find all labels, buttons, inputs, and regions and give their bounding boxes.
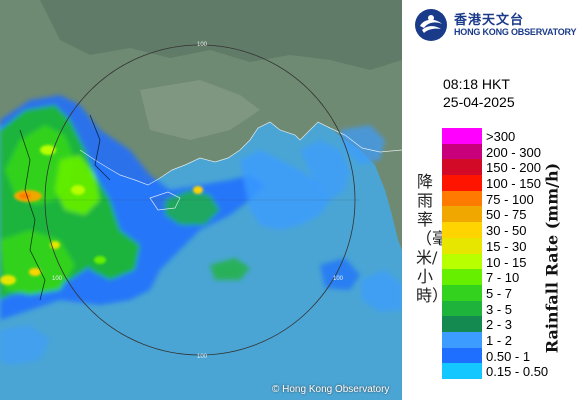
legend-title-cn: 降雨率（毫米/小時） — [416, 172, 449, 305]
admin-boundary — [19, 114, 111, 301]
hko-emblem-icon — [415, 9, 447, 41]
logo-name-cn: 香港天文台 — [454, 13, 525, 28]
legend-row: 0.15 - 0.50 — [442, 363, 577, 379]
legend-label: 50 - 75 — [486, 207, 527, 223]
legend-row: 1 - 2 — [442, 331, 577, 348]
legend-row: 10 - 15 — [442, 253, 577, 270]
legend-row: 3 - 5 — [442, 300, 577, 317]
legend-label: 5 - 7 — [486, 285, 513, 301]
legend-row: 5 - 7 — [442, 284, 577, 301]
range-label-north: 100 — [197, 42, 208, 48]
legend-label: 0.15 - 0.50 — [486, 364, 549, 380]
range-label-east: 100 — [333, 276, 344, 282]
legend-row: 30 - 50 — [442, 222, 577, 238]
legend-swatch — [442, 269, 482, 285]
range-label-south: 100 — [197, 354, 208, 360]
coastline — [79, 121, 402, 211]
info-panel: 香港天文台 HONG KONG OBSERVATORY 08:18 HKT 25… — [402, 0, 577, 400]
land-shade — [40, 0, 402, 70]
legend-swatch — [442, 300, 482, 317]
legend-row: 50 - 75 — [442, 206, 577, 222]
timestamp-time: 08:18 HKT — [443, 76, 510, 92]
copyright-notice: © Hong Kong Observatory — [272, 384, 390, 395]
legend-swatch — [442, 316, 482, 332]
legend-row: 150 - 200 — [442, 159, 577, 175]
legend-label: 10 - 15 — [486, 254, 527, 270]
legend-row: 100 - 150 — [442, 175, 577, 191]
land-eastern — [330, 128, 402, 250]
legend-swatch — [442, 159, 482, 176]
legend-swatch — [442, 190, 482, 207]
legend-swatch — [442, 363, 482, 379]
legend-swatch — [442, 331, 482, 348]
legend-row: 200 - 300 — [442, 143, 577, 160]
legend-row: 0.50 - 1 — [442, 347, 577, 364]
legend-swatch — [442, 206, 482, 223]
legend-swatch — [442, 284, 482, 301]
legend-swatch — [442, 253, 482, 270]
rainfall-legend: >300 200 - 300 150 - 200 100 - 150 75 - 100 5… — [442, 128, 577, 379]
observatory-logo: 香港天文台 HONG KONG OBSERVATORY — [414, 8, 577, 42]
legend-row: 15 - 30 — [442, 237, 577, 254]
logo-name-en: HONG KONG OBSERVATORY — [454, 27, 577, 37]
legend-swatch — [442, 347, 482, 364]
legend-row: >300 — [442, 128, 577, 144]
land-highlight — [140, 80, 260, 140]
legend-label: 1 - 2 — [486, 332, 513, 348]
legend-row: 7 - 10 — [442, 269, 577, 285]
legend-label: 0.50 - 1 — [486, 348, 531, 364]
legend-label: 15 - 30 — [486, 238, 527, 254]
legend-swatch — [442, 237, 482, 254]
legend-swatch — [442, 175, 482, 191]
legend-row: 2 - 3 — [442, 316, 577, 332]
legend-label: 3 - 5 — [486, 301, 513, 317]
legend-label: 2 - 3 — [486, 317, 513, 333]
legend-label: 100 - 150 — [486, 176, 541, 192]
legend-label: 200 - 300 — [486, 144, 541, 160]
legend-swatch — [442, 143, 482, 160]
legend-row: 75 - 100 — [442, 190, 577, 207]
range-rings — [44, 44, 356, 356]
legend-swatch — [442, 222, 482, 238]
legend-label: 7 - 10 — [486, 270, 520, 286]
rain-echoes — [0, 95, 402, 365]
legend-swatch — [442, 128, 482, 144]
legend-label: 75 - 100 — [486, 191, 534, 207]
legend-label: >300 — [486, 129, 516, 144]
range-label-west: 100 — [52, 276, 63, 282]
timestamp-date: 25-04-2025 — [443, 94, 515, 110]
legend-label: 150 - 200 — [486, 160, 541, 176]
radar-map: 100 100 100 100 — [0, 0, 402, 400]
legend-label: 30 - 50 — [486, 223, 527, 239]
